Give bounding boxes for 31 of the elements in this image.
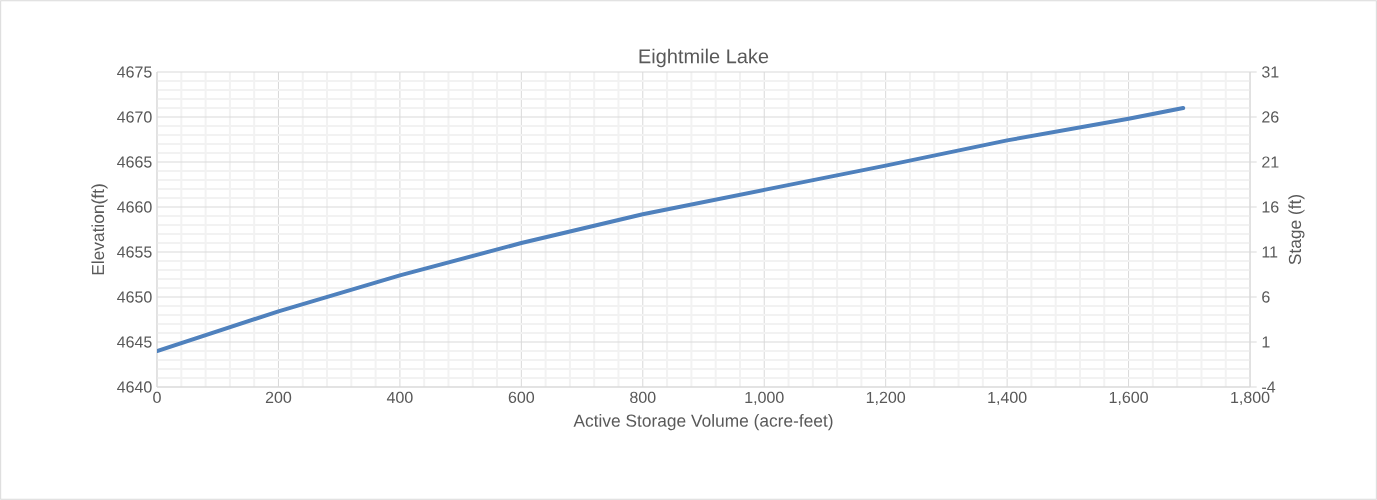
y-tick-label: 4650	[117, 291, 152, 303]
x-axis-title: Active Storage Volume (acre-feet)	[573, 414, 833, 431]
y2-tick-label: 16	[1262, 201, 1279, 213]
x-tick-label: 200	[265, 391, 292, 404]
x-tick-label: 600	[508, 391, 535, 404]
y-tick-label: 4675	[117, 66, 152, 78]
chart-title: Eightmile Lake	[639, 48, 769, 68]
y-axis-title: Elevation(ft)	[91, 184, 108, 275]
x-tick-label: 400	[386, 391, 413, 404]
x-tick-label: 0	[153, 391, 161, 404]
y2-tick-label: 1	[1262, 336, 1270, 348]
y-tick-label: 4640	[117, 381, 152, 393]
y-tick-label: 4660	[117, 201, 152, 213]
y2-tick-label: -4	[1262, 381, 1276, 393]
x-tick-label: 800	[630, 391, 656, 404]
x-tick-label: 1,800	[1231, 391, 1270, 405]
x-tick-label: 1,400	[988, 391, 1027, 405]
y2-tick-label: 26	[1262, 111, 1279, 123]
y-tick-label: 4655	[117, 246, 152, 258]
y2-axis-title: Stage (ft)	[1288, 194, 1305, 265]
line-series	[157, 106, 1186, 353]
y-tick-label: 4665	[117, 156, 152, 168]
y2-tick-label: 11	[1262, 246, 1278, 258]
y2-tick-label: 21	[1262, 156, 1279, 168]
x-tick-label: 1,000	[745, 391, 784, 405]
y-tick-label: 4670	[117, 111, 152, 123]
x-tick-label: 1,600	[1109, 391, 1148, 405]
x-tick-label: 1,200	[866, 391, 906, 405]
y-tick-label: 4645	[117, 336, 152, 348]
y2-tick-label: 6	[1262, 291, 1270, 303]
y2-tick-label: 31	[1262, 66, 1279, 78]
